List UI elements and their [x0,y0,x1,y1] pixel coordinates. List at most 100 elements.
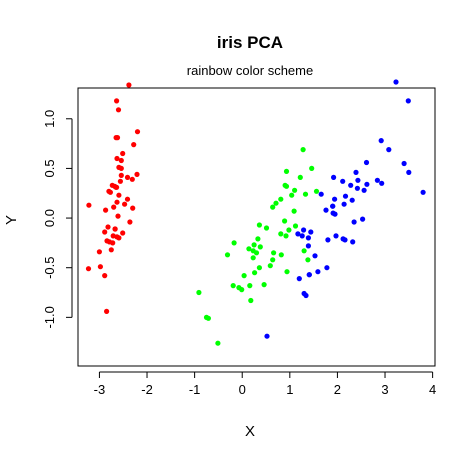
data-point [113,135,119,141]
x-tick-label: -2 [141,382,153,397]
data-point [253,250,260,256]
data-point [292,223,299,229]
data-point [267,263,273,269]
data-point [252,270,258,276]
data-point [291,208,297,214]
data-point [379,180,385,186]
data-point [246,246,252,252]
data-point [130,205,136,211]
data-point [378,138,384,144]
data-point [278,252,284,258]
data-point [405,98,411,104]
chart-title: iris PCA [217,33,283,52]
data-point [282,218,288,224]
data-point [263,225,270,231]
data-point [297,174,303,180]
data-point [115,107,122,113]
data-point [271,250,277,256]
data-point [247,283,253,289]
x-tick-label: 1 [286,382,293,397]
data-point [134,129,141,135]
data-point [255,236,261,242]
data-point [118,172,124,178]
data-point [85,266,92,272]
data-point [116,192,122,198]
x-tick-label: 2 [334,382,341,397]
data-point [360,216,366,222]
data-point [224,252,231,258]
data-point [306,272,312,278]
data-point [354,185,360,191]
data-point [315,269,321,275]
data-point [353,169,359,175]
data-point [341,201,347,207]
data-point [401,160,407,167]
data-point [292,187,298,193]
y-tick-label: 0.0 [42,209,57,227]
data-point [96,249,102,255]
data-point [107,189,113,195]
data-point [302,191,309,197]
data-point [278,231,284,237]
data-point [386,147,392,153]
y-axis: -1.0 -0.5 0.0 0.5 1.0 [42,110,73,329]
y-tick-label: -1.0 [42,306,57,328]
x-tick-label: -3 [94,382,106,397]
data-point [318,191,324,197]
y-tick-label: -0.5 [42,257,57,279]
data-point [256,222,262,228]
data-point [348,182,354,188]
data-point [117,178,123,184]
data-point [124,196,131,202]
data-point [120,230,126,236]
chart-subtitle: rainbow color scheme [187,63,313,78]
data-point [196,289,202,296]
x-tick-label: 3 [381,382,388,397]
data-point [118,157,124,164]
data-point [283,168,290,174]
data-point [308,229,314,235]
data-point [264,333,270,339]
data-point [289,192,295,198]
data-point [309,165,315,171]
x-tick-label: 0 [239,382,246,397]
data-point [301,290,307,297]
data-point [102,273,108,279]
data-point [126,82,132,88]
data-point [361,187,367,193]
data-point [350,239,356,245]
data-point [261,282,267,288]
data-point [305,243,311,249]
data-point [420,189,426,195]
data-point [295,231,301,237]
data-point [102,229,108,235]
data-point [393,79,399,85]
data-point [330,203,336,209]
data-point [301,227,307,233]
y-tick-label: 0.5 [42,159,57,177]
data-point [305,235,311,241]
data-point [118,165,124,171]
data-point [115,213,121,219]
data-point [300,147,306,153]
data-point [250,255,256,261]
data-point [282,182,288,188]
data-point [241,273,247,279]
data-point [236,285,242,291]
plot-frame [77,87,436,367]
y-tick-label: 1.0 [42,110,57,128]
data-point [324,265,330,271]
data-point [301,248,307,254]
data-point [127,219,133,225]
data-point [406,169,412,175]
data-point [270,204,276,210]
data-point [104,308,110,314]
data-point [305,257,311,263]
data-point [215,340,221,346]
data-point [296,276,302,282]
data-point [231,240,237,246]
data-point [331,174,337,180]
data-point [270,257,276,263]
data-point [333,233,339,239]
